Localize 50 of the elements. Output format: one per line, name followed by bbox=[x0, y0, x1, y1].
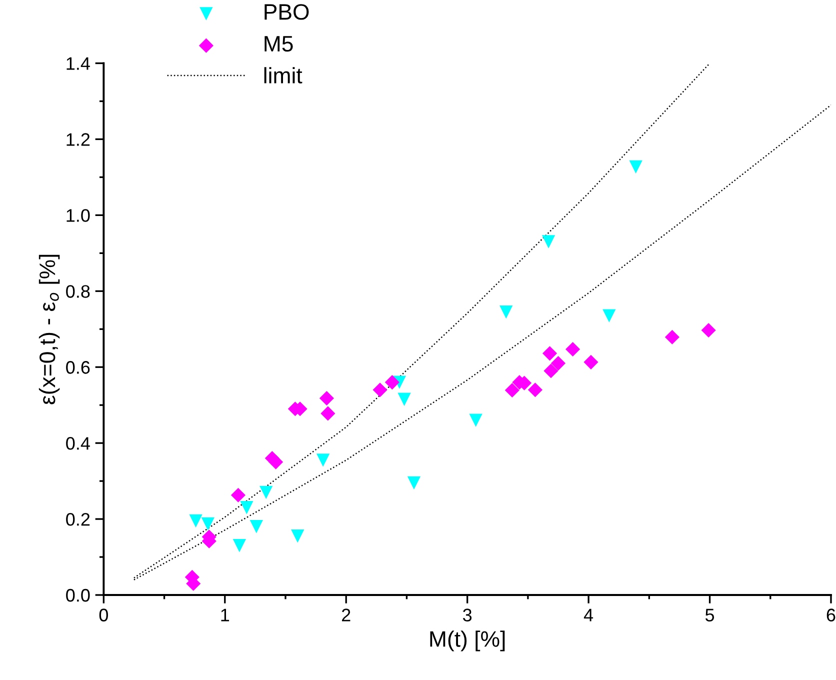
point bbox=[320, 406, 336, 421]
legend-label: limit bbox=[264, 67, 302, 84]
point bbox=[602, 309, 616, 322]
point bbox=[504, 382, 520, 398]
point bbox=[584, 354, 598, 370]
point bbox=[372, 382, 388, 398]
point bbox=[189, 514, 202, 528]
point bbox=[566, 342, 580, 357]
point bbox=[316, 454, 330, 467]
legend-label: M5 bbox=[264, 36, 293, 52]
point bbox=[201, 517, 214, 531]
point bbox=[291, 530, 304, 543]
point bbox=[230, 488, 246, 502]
x-tick-label: 5 bbox=[705, 608, 714, 622]
point bbox=[319, 390, 334, 406]
point bbox=[701, 322, 716, 338]
y-tick-label: 0.6 bbox=[66, 361, 90, 374]
y-axis-title: ε(x=0,t) - ε$_{o}$ [%] bbox=[38, 254, 60, 404]
point bbox=[542, 346, 558, 361]
point bbox=[250, 520, 263, 534]
x-tick-label: 2 bbox=[342, 608, 350, 622]
x-axis-title: M(t) [%] bbox=[430, 630, 505, 652]
x-tick-label: 4 bbox=[584, 608, 594, 622]
point bbox=[398, 392, 411, 406]
point bbox=[384, 375, 400, 390]
y-tick-label: 1.4 bbox=[66, 57, 90, 70]
y-tick-label: 1.0 bbox=[66, 209, 90, 222]
point bbox=[260, 486, 273, 500]
point bbox=[268, 454, 284, 470]
y-tick-label: 0.2 bbox=[66, 512, 90, 526]
y-tick-label: 0.0 bbox=[66, 588, 90, 602]
y-tick-label: 0.8 bbox=[66, 285, 90, 298]
x-tick-label: 3 bbox=[462, 608, 472, 622]
point bbox=[542, 235, 556, 248]
point bbox=[240, 501, 254, 514]
legend-label: PBO bbox=[264, 4, 309, 20]
point bbox=[664, 330, 680, 344]
x-tick-label: 0 bbox=[99, 608, 108, 622]
y-tick-label: 1.2 bbox=[66, 133, 90, 146]
y-tick-label: 0.4 bbox=[66, 437, 90, 450]
point bbox=[544, 364, 558, 378]
x-tick-label: 6 bbox=[826, 608, 836, 622]
point bbox=[629, 160, 642, 174]
x-tick-label: 1 bbox=[221, 608, 230, 622]
point bbox=[550, 356, 566, 371]
point bbox=[232, 539, 246, 552]
point bbox=[500, 305, 513, 319]
point bbox=[528, 382, 542, 398]
point bbox=[469, 414, 482, 427]
point bbox=[407, 476, 421, 490]
